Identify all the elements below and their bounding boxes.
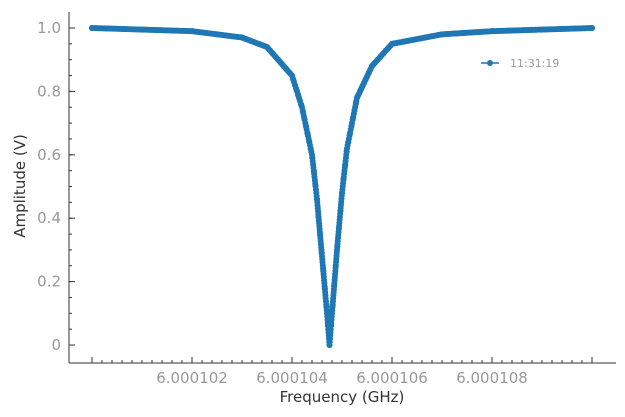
y-tick-label: 0.4	[37, 209, 61, 227]
data-point	[189, 28, 195, 35]
data-point	[289, 72, 295, 79]
legend-marker	[487, 60, 493, 66]
series-layer	[89, 25, 595, 348]
data-point	[389, 40, 395, 47]
y-axis-title: Amplitude (V)	[11, 134, 29, 238]
data-point	[314, 196, 320, 203]
data-point	[89, 25, 95, 31]
data-point	[324, 310, 330, 317]
data-point	[255, 40, 262, 47]
data-point	[539, 26, 545, 33]
data-point	[589, 25, 595, 31]
y-tick-label: 0.6	[37, 146, 61, 164]
x-tick-label: 6.000104	[256, 369, 328, 387]
y-tick-label: 0.8	[37, 82, 61, 100]
x-axis-title: Frequency (GHz)	[280, 388, 405, 406]
x-tick-label: 6.000108	[456, 369, 528, 387]
data-point	[309, 151, 315, 158]
x-tick-label: 6.000106	[356, 369, 428, 387]
data-point	[354, 94, 360, 101]
y-tick-label: 0	[51, 336, 61, 354]
data-point	[439, 31, 445, 38]
data-point	[334, 246, 340, 253]
legend-label: 11:31:19	[510, 57, 559, 70]
data-point	[299, 104, 305, 111]
data-point	[339, 189, 345, 196]
data-point	[422, 34, 429, 41]
data-point	[139, 26, 145, 33]
x-ticks: 6.000102 6.000104 6.000106 6.000108	[91, 357, 593, 387]
legend: 11:31:19	[481, 57, 559, 70]
data-point	[489, 28, 495, 35]
y-tick-label: 1.0	[37, 19, 61, 37]
data-point	[369, 63, 375, 70]
data-point	[214, 31, 220, 38]
y-tick-label: 0.2	[37, 273, 61, 291]
data-point	[405, 37, 412, 44]
data-point	[329, 310, 335, 317]
data-point	[247, 37, 254, 44]
data-point	[344, 145, 350, 152]
data-point	[264, 44, 270, 51]
data-point	[239, 34, 245, 41]
data-point	[319, 253, 325, 260]
data-point	[326, 342, 333, 348]
y-ticks: 0 0.2 0.4 0.6 0.8 1.0	[37, 19, 75, 354]
x-tick-label: 6.000102	[156, 369, 228, 387]
